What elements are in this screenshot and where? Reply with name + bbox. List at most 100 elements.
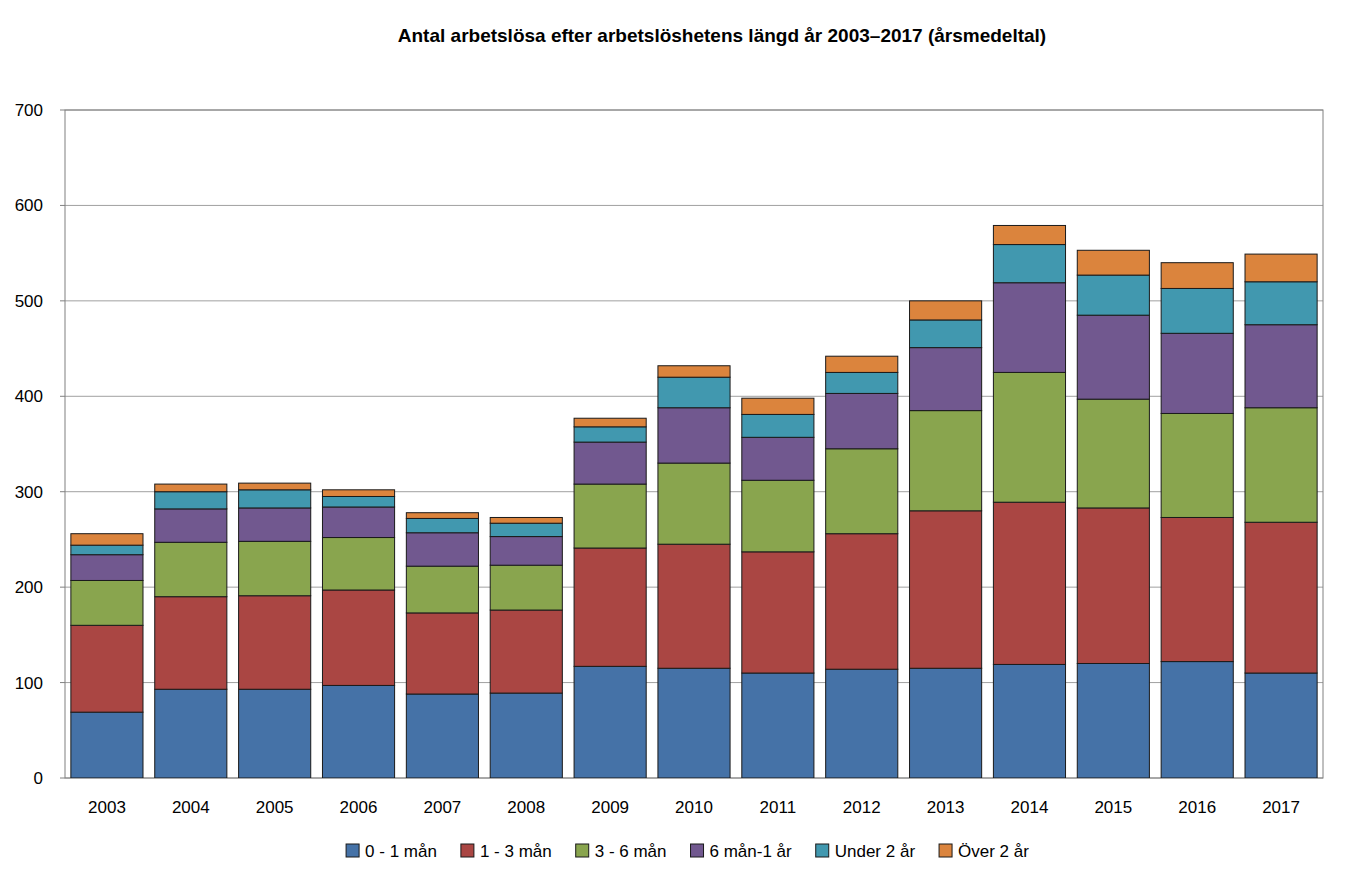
legend-swatch [939,844,952,857]
bar-segment [322,685,394,778]
bar-segment [155,689,227,778]
bar-segment [322,490,394,497]
y-tick-label: 300 [15,483,43,502]
bar-segment [71,712,143,778]
tick [60,587,65,588]
legend-label: Under 2 år [835,842,916,861]
x-tick-label: 2007 [423,798,461,817]
bar-segment [910,668,982,778]
bar-segment [239,483,311,490]
bar-segment [1161,662,1233,778]
bar-segment [1245,282,1317,325]
bar-segment [910,320,982,348]
bar-segment [658,463,730,544]
x-tick-label: 2012 [843,798,881,817]
bar-segment [1161,263,1233,289]
bar-segment [490,537,562,566]
bar-segment [155,542,227,596]
bar-segment [490,523,562,536]
y-tick-label: 400 [15,387,43,406]
bar-segment [406,513,478,519]
legend-label: 3 - 6 mån [595,842,667,861]
bar-segment [239,541,311,595]
bar-segment [742,437,814,480]
bar-segment [490,517,562,523]
legend-swatch [346,844,359,857]
bar-segment [826,372,898,393]
x-tick-label: 2015 [1094,798,1132,817]
y-tick-label: 600 [15,196,43,215]
bar-segment [1077,275,1149,315]
bar-segment [658,544,730,668]
bar-segment [322,507,394,538]
tick [60,682,65,683]
bar-segment [1245,522,1317,673]
bar-segment [993,372,1065,502]
bar-segment [406,518,478,532]
bar-segment [742,552,814,673]
bar-segment [71,625,143,712]
x-tick-label: 2006 [340,798,378,817]
bar-segment [490,693,562,778]
bar-segment [993,664,1065,778]
bar-segment [239,508,311,541]
bar-segment [1077,663,1149,778]
x-tick-label: 2011 [760,798,797,817]
bar-segment [1161,333,1233,413]
bar-segment [826,393,898,448]
bar-segment [239,596,311,690]
tick [60,300,65,301]
bar-segment [406,566,478,613]
bar-segment [910,301,982,320]
bar-segment [1077,508,1149,664]
tick [60,396,65,397]
grid-line [65,205,1323,206]
tick [60,110,65,111]
plot-frame [65,110,1323,778]
bar-segment [1077,315,1149,399]
bar-segment [71,580,143,625]
bar-segment [1245,254,1317,282]
bar-segment [910,411,982,511]
bar-segment [322,590,394,685]
bar-segment [1077,399,1149,508]
bar-segment [155,492,227,509]
bar-segment [742,673,814,778]
y-tick-label: 700 [15,101,43,120]
x-tick-label: 2008 [507,798,545,817]
bar-segment [742,480,814,552]
bar-segment [993,283,1065,373]
bar-segment [1077,250,1149,275]
bar-segment [490,565,562,610]
bar-segment [1161,517,1233,661]
bar-segment [406,694,478,778]
bar-segment [574,666,646,778]
legend-label: Över 2 år [958,842,1029,861]
bar-segment [574,418,646,427]
y-tick-label: 500 [15,292,43,311]
x-tick-label: 2004 [172,798,210,817]
bar-segment [993,225,1065,244]
bar-segment [1245,673,1317,778]
bar-segment [1245,408,1317,523]
tick [60,778,65,779]
legend: 0 - 1 mån1 - 3 mån3 - 6 mån6 mån-1 årUnd… [346,842,1029,861]
bar-segment [322,496,394,506]
bar-segment [574,442,646,484]
bar-segment [658,377,730,408]
bar-segment [742,414,814,437]
bar-segment [239,689,311,778]
chart: Antal arbetslösa efter arbetslöshetens l… [0,0,1353,881]
bar-segment [658,668,730,778]
x-tick-label: 2005 [256,798,294,817]
bars [71,225,1317,778]
bar-segment [993,245,1065,283]
bar-segment [406,613,478,694]
bar-segment [71,534,143,545]
bar-segment [993,502,1065,664]
bar-segment [574,427,646,442]
bar-segment [574,548,646,666]
x-tick-label: 2014 [1011,798,1049,817]
x-tick-label: 2017 [1262,798,1300,817]
x-tick-label: 2009 [591,798,629,817]
